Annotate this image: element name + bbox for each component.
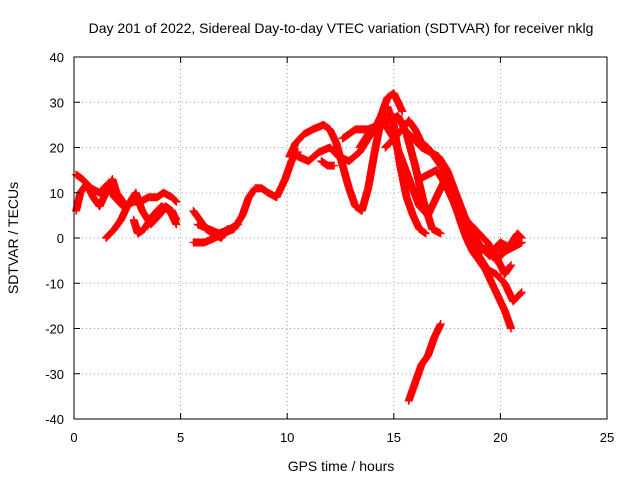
axis-ticks: 0 5 10 15 20 25 -40 -30 -20 -10 0 10 20 30 40 — [45, 50, 614, 445]
trace-markers — [194, 220, 242, 237]
series-trace-8 — [193, 220, 243, 238]
data-points — [72, 89, 526, 405]
x-tick-label: 0 — [70, 430, 77, 445]
y-tick-label: 10 — [50, 186, 64, 201]
y-tick-label: 40 — [50, 50, 64, 65]
trace-markers — [111, 189, 180, 210]
series-trace-4 — [110, 188, 181, 211]
y-tick-label: -40 — [45, 412, 64, 427]
series-trace-5 — [129, 202, 181, 238]
x-tick-label: 10 — [280, 430, 294, 445]
x-tick-label: 25 — [600, 430, 614, 445]
series-trace-16 — [415, 166, 526, 265]
trace-markers — [318, 157, 337, 170]
trace-markers — [405, 321, 445, 404]
series-trace-19 — [404, 319, 445, 405]
y-tick-label: 30 — [50, 95, 64, 110]
y-tick-label: -30 — [45, 367, 64, 382]
x-tick-label: 15 — [387, 430, 401, 445]
series-trace-11 — [317, 157, 339, 170]
chart-title: Day 201 of 2022, Sidereal Day-to-day VTE… — [89, 20, 594, 36]
x-axis-label: GPS time / hours — [288, 458, 395, 474]
x-tick-label: 5 — [177, 430, 184, 445]
y-tick-label: -10 — [45, 276, 64, 291]
trace-markers — [488, 230, 525, 255]
trace-markers — [73, 171, 118, 201]
series-trace-18 — [487, 229, 526, 256]
x-tick-label: 20 — [493, 430, 507, 445]
y-tick-label: 20 — [50, 141, 64, 156]
y-axis-label: SDTVAR / TECUs — [5, 182, 21, 294]
grid — [74, 57, 607, 419]
plot-frame — [73, 56, 608, 420]
series-trace-17 — [458, 215, 516, 279]
trace-markers — [130, 202, 180, 237]
y-tick-label: 0 — [57, 231, 64, 246]
trace-markers — [356, 120, 525, 305]
y-tick-label: -20 — [45, 322, 64, 337]
